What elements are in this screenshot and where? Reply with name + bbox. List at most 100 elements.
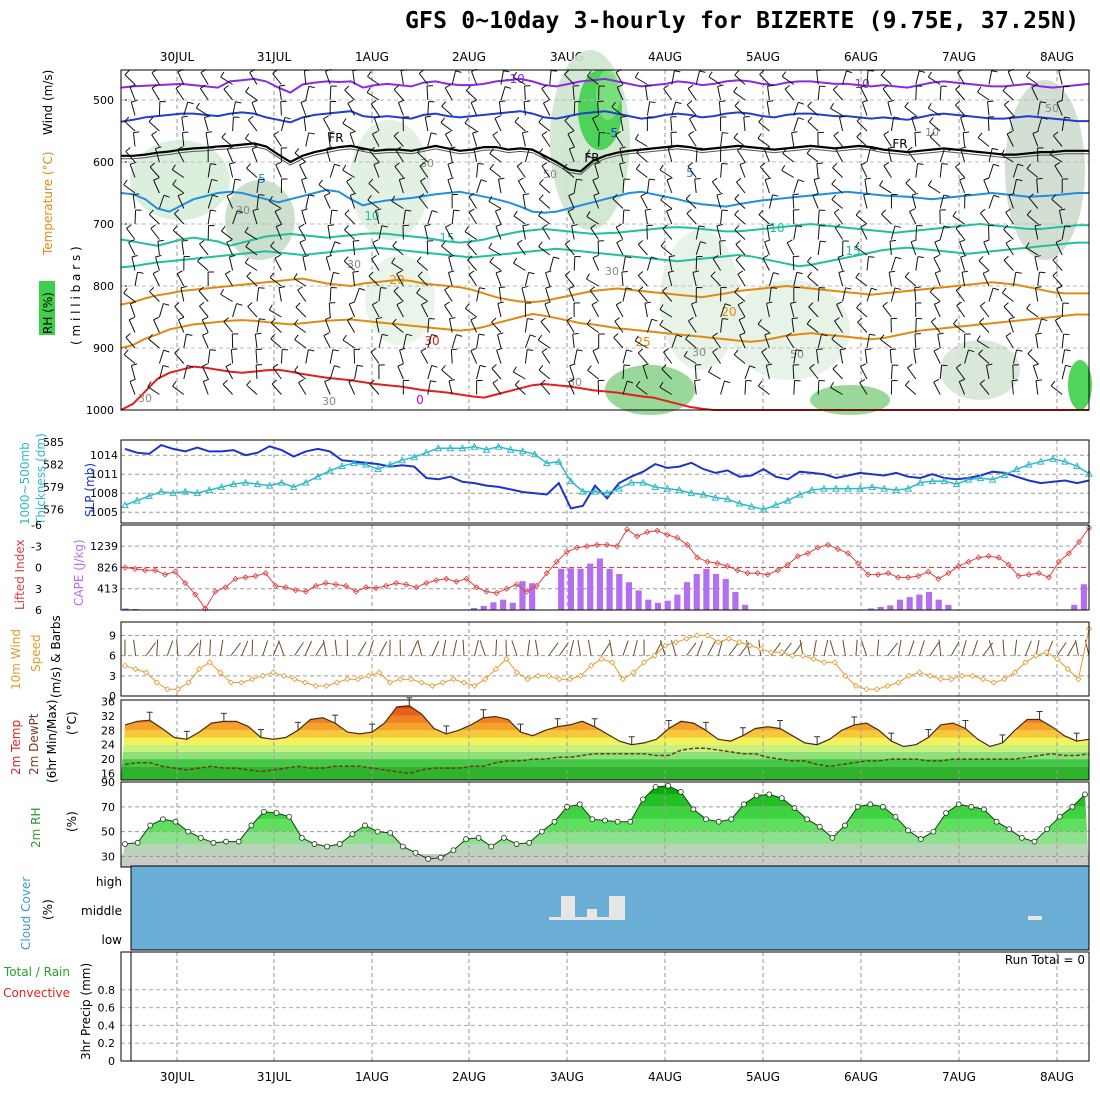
wind-barb-shaft <box>880 74 892 85</box>
wind-barb-shaft <box>988 164 994 178</box>
wind-barb-flag <box>268 304 273 311</box>
wind-barb-flag <box>551 70 558 72</box>
cape-bar <box>470 607 478 610</box>
wind-barb-shaft <box>152 273 160 287</box>
wind-barb-flag <box>757 319 763 325</box>
wind-barb-shaft <box>426 240 429 256</box>
wind-speed-marker <box>598 655 605 663</box>
wind-barb-shaft <box>831 199 843 209</box>
wind-barb-flag <box>449 317 456 320</box>
wind-barb-flag <box>495 270 502 274</box>
wind-barb-shaft <box>207 179 213 194</box>
wind-barb-shaft <box>207 349 211 364</box>
wind-barb-shaft <box>1058 210 1063 225</box>
wind-barb-flag <box>369 147 375 152</box>
wind-barb-shaft <box>1012 364 1014 380</box>
wind-barb-flag <box>786 332 792 337</box>
wind-barb-flag <box>430 132 438 135</box>
wind-barb-shaft <box>568 288 575 302</box>
wind-barb-shaft <box>524 272 530 287</box>
wind-barb-flag <box>1000 149 1005 156</box>
wind-barb-flag <box>301 177 308 181</box>
thickness-marker <box>145 492 153 500</box>
wind-barb-flag <box>791 131 798 134</box>
wind-barb-shaft <box>1005 242 1014 256</box>
wind-barb-flag <box>489 163 495 170</box>
wind-barb-flag <box>637 240 644 245</box>
surface-wind-barb <box>262 640 269 656</box>
wind-barb-shaft <box>683 355 697 364</box>
temp-band <box>121 759 1089 767</box>
lifted-index-marker <box>121 564 129 571</box>
wind-barb-flag <box>444 286 450 291</box>
wind-barb-flag <box>512 366 517 373</box>
wind-barb-flag <box>772 194 779 197</box>
wind-barb-flag <box>418 193 425 198</box>
wind-barb-shaft <box>524 85 526 101</box>
wind-barb-shaft <box>904 384 917 395</box>
wind-barb-flag <box>399 347 406 351</box>
rh-bottom-band <box>121 853 1089 867</box>
wind-barb-shaft <box>354 148 360 163</box>
wind-barb-shaft <box>378 225 383 240</box>
rh-marker <box>576 801 583 808</box>
wind-barb-shaft <box>977 91 990 101</box>
wind-barb-flag <box>619 146 626 149</box>
wind-speed-marker <box>1022 659 1029 666</box>
wind-barb-shaft <box>988 70 993 85</box>
wind-barb-flag <box>150 224 156 229</box>
wind-barb-flag <box>157 239 164 242</box>
lifted-index-marker <box>553 558 560 565</box>
wind-barb-flag <box>497 332 504 335</box>
wind-barb-shaft <box>491 321 502 333</box>
wind-speed-marker <box>821 659 828 666</box>
wind-barb-flag <box>1054 162 1061 167</box>
wind-barb-shaft <box>671 334 678 349</box>
wind-barb-flag <box>659 164 664 171</box>
wind-barb-shaft <box>228 256 234 271</box>
wind-barb-shaft <box>743 117 746 132</box>
wind-barb-shaft <box>123 292 136 302</box>
wind-barb-shaft <box>863 194 868 209</box>
wind-barb-shaft <box>298 227 307 240</box>
rh-marker <box>854 803 861 810</box>
wind-speed-marker <box>397 676 404 683</box>
wind-barb-flag <box>798 101 805 105</box>
wind-barb-flag <box>935 270 941 274</box>
wind-barb-shaft <box>927 107 941 116</box>
wind-barb-shaft <box>856 307 868 318</box>
wind-barb-flag <box>1063 85 1070 88</box>
wind-barb-shaft <box>297 289 307 302</box>
wind-barb-shaft <box>371 304 380 318</box>
wind-barb-shaft <box>955 367 966 380</box>
wind-barb-shaft <box>130 101 136 116</box>
wind-barb-flag <box>381 333 389 337</box>
wind-barb-flag <box>123 288 128 294</box>
wind-barb-shaft <box>786 335 795 349</box>
wind-barb-flag <box>343 256 349 262</box>
date-label-top: 2AUG <box>452 50 486 64</box>
precip-tick-label: 0.2 <box>98 1037 116 1050</box>
wind-barb-flag <box>123 349 129 355</box>
lifted-index-marker <box>523 588 530 595</box>
cloud-border <box>130 865 1090 951</box>
wind-barb-flag <box>895 256 902 260</box>
wind-barb-flag <box>246 163 251 169</box>
wind-barb-shaft <box>342 122 355 132</box>
wind-barb-shaft <box>833 135 843 147</box>
date-label-bottom: 2AUG <box>452 1070 486 1084</box>
wind-barb-shaft <box>670 117 673 132</box>
wind-barb-flag <box>668 146 675 149</box>
wind-barb-shaft <box>793 380 796 395</box>
wind-barb-shaft <box>1037 318 1042 333</box>
rh-marker <box>349 831 356 838</box>
wind-barb-flag <box>431 334 438 337</box>
wind-barb-flag <box>513 210 518 217</box>
wind-barb-flag <box>347 99 354 104</box>
wind-barb-flag <box>1033 363 1040 367</box>
wind-barb-shaft <box>128 242 136 256</box>
surface-wind-barb <box>511 640 518 656</box>
wind-barb-flag <box>131 255 138 258</box>
wind-barb-flag <box>712 177 718 183</box>
wind-speed-marker <box>810 655 817 663</box>
